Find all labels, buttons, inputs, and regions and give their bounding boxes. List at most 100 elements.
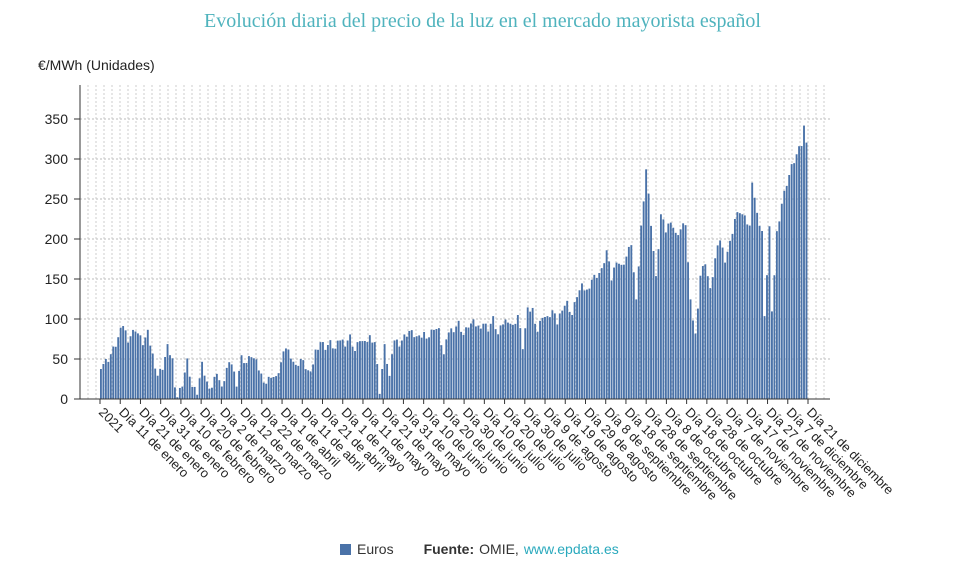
bar (573, 302, 576, 399)
bar (526, 307, 529, 399)
bar (509, 323, 512, 399)
bar (460, 331, 463, 399)
bar (430, 329, 433, 399)
bar (465, 327, 467, 399)
bar (388, 375, 391, 399)
bar (324, 349, 327, 399)
bar (452, 332, 455, 399)
source-label: Fuente: (423, 541, 475, 557)
bar (788, 175, 791, 399)
bar (479, 328, 482, 399)
bar (667, 223, 670, 399)
bar (571, 315, 574, 399)
bar (507, 322, 509, 399)
bar (687, 262, 689, 399)
bar (178, 387, 181, 399)
bar (457, 320, 460, 399)
bar (124, 330, 127, 399)
bar (578, 290, 581, 399)
bar (726, 251, 729, 399)
bar (428, 337, 430, 399)
y-tick-label: 150 (45, 271, 69, 287)
bar (445, 339, 448, 399)
bar (156, 375, 159, 399)
bar (176, 397, 179, 399)
bar (354, 351, 356, 399)
bar (418, 335, 421, 399)
bar (803, 125, 805, 399)
bar (159, 368, 162, 399)
bar (270, 377, 273, 399)
bar (800, 146, 803, 399)
bar (243, 363, 245, 399)
bar (437, 328, 440, 399)
bar (137, 333, 139, 399)
bar (593, 274, 596, 399)
bar (240, 355, 243, 399)
bar (289, 358, 292, 399)
bar (252, 358, 255, 399)
bar (746, 224, 749, 399)
y-tick-label: 0 (60, 391, 68, 407)
bar (314, 349, 317, 399)
bar (711, 277, 714, 399)
bar (640, 225, 643, 399)
bar (603, 263, 606, 399)
bar (223, 381, 226, 399)
bar (470, 323, 472, 399)
bar (144, 337, 147, 399)
bar (102, 363, 105, 399)
bar (729, 240, 731, 399)
bar (751, 182, 754, 399)
bar (297, 365, 300, 399)
bar (351, 346, 354, 399)
bar (706, 276, 709, 399)
bar (775, 231, 778, 399)
bar (425, 338, 428, 399)
bar (201, 361, 204, 399)
source-link[interactable]: www.epdata.es (523, 541, 619, 557)
bar (497, 334, 500, 399)
bar (618, 263, 620, 399)
bar (563, 305, 566, 399)
bar (114, 346, 117, 399)
bar (450, 328, 453, 399)
bar (753, 197, 756, 399)
bar (405, 336, 408, 399)
bar (467, 327, 470, 399)
bar (312, 364, 315, 399)
bar (129, 336, 132, 399)
bar (341, 339, 344, 399)
bar (104, 358, 107, 399)
bar (294, 364, 297, 399)
legend-series-label: Euros (357, 541, 394, 557)
bar (514, 323, 517, 399)
bar (605, 250, 608, 399)
bar (615, 262, 618, 399)
bar (161, 369, 164, 399)
bar (758, 225, 761, 399)
bar (255, 359, 258, 399)
bar (763, 316, 766, 399)
bar (585, 289, 588, 399)
bar (356, 342, 359, 399)
bar (669, 222, 672, 399)
bar (546, 316, 549, 399)
bar (761, 231, 763, 399)
bar (396, 339, 398, 399)
bar (154, 368, 157, 399)
bar (238, 370, 241, 399)
bar (771, 311, 773, 399)
bar (361, 341, 364, 399)
bar (662, 219, 665, 399)
bar (798, 146, 800, 399)
bar (381, 369, 384, 399)
bar (282, 351, 285, 399)
bar (183, 372, 186, 399)
bar (689, 299, 692, 399)
bar (733, 219, 736, 399)
bar (376, 364, 379, 399)
bar (756, 212, 759, 399)
bar (442, 354, 445, 399)
